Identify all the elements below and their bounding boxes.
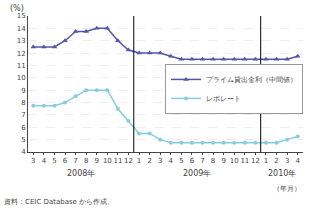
svg-text:2008年: 2008年 [67,169,95,178]
svg-text:6: 6 [21,124,26,132]
svg-text:14: 14 [17,25,26,33]
svg-text:12: 12 [251,157,260,165]
svg-text:1: 1 [264,157,268,165]
svg-text:4: 4 [169,157,174,165]
svg-text:8: 8 [211,157,215,165]
svg-text:9: 9 [21,87,25,95]
svg-text:7: 7 [73,157,77,165]
svg-text:5: 5 [179,157,183,165]
svg-text:7: 7 [21,111,25,119]
svg-text:5: 5 [52,157,56,165]
svg-text:4: 4 [42,157,47,165]
svg-text:3: 3 [31,157,35,165]
svg-text:2009年: 2009年 [183,169,211,178]
svg-text:4: 4 [295,157,300,165]
svg-text:2010年: 2010年 [268,169,296,178]
svg-text:9: 9 [95,157,99,165]
svg-text:11: 11 [240,157,249,165]
svg-text:10: 10 [230,157,239,165]
svg-text:6: 6 [63,157,68,165]
svg-text:レポレート: レポレート [206,95,241,103]
svg-text:15: 15 [17,12,26,20]
svg-text:3: 3 [158,157,162,165]
svg-text:10: 10 [17,74,26,82]
svg-text:12: 12 [17,50,26,58]
svg-text:資料：CEIC Database から作成。: 資料：CEIC Database から作成。 [4,198,114,206]
svg-text:3: 3 [285,157,289,165]
svg-text:1: 1 [137,157,141,165]
svg-text:8: 8 [84,157,88,165]
svg-text:8: 8 [21,99,25,107]
svg-text:12: 12 [124,157,133,165]
svg-text:11: 11 [17,62,26,70]
svg-text:11: 11 [113,157,122,165]
svg-text:(%): (%) [10,4,24,13]
svg-text:プライム貸出金利（中間値）: プライム貸出金利（中間値） [206,76,297,84]
svg-text:9: 9 [221,157,225,165]
svg-text:7: 7 [200,157,204,165]
svg-text:5: 5 [21,136,25,144]
svg-text:6: 6 [190,157,195,165]
svg-text:2: 2 [274,157,278,165]
svg-text:（年月）: （年月） [273,185,301,193]
svg-text:4: 4 [21,148,26,156]
svg-text:13: 13 [17,37,26,45]
svg-text:2: 2 [147,157,151,165]
svg-text:10: 10 [103,157,112,165]
